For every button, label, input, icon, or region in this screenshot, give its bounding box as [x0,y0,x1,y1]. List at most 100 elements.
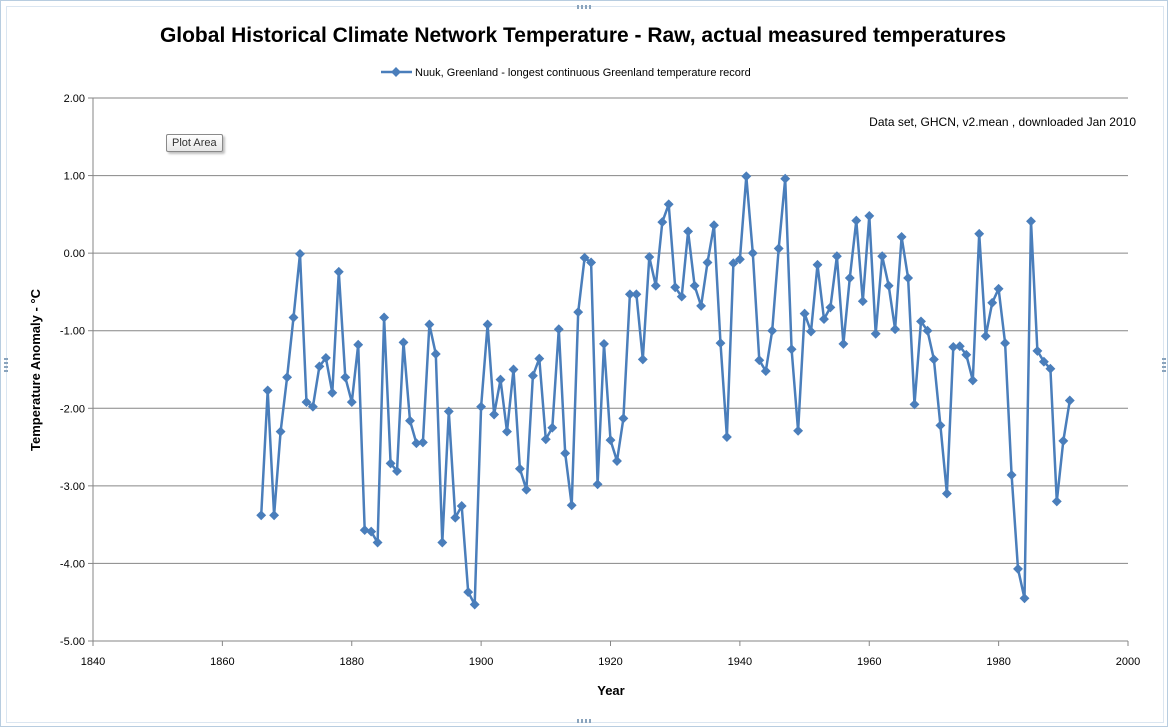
data-point-1991[interactable] [1064,395,1075,406]
data-point-1889[interactable] [405,415,415,426]
data-point-1877[interactable] [327,387,338,398]
data-point-1977[interactable] [974,228,985,239]
data-point-1930[interactable] [670,282,681,293]
data-point-1882[interactable] [359,525,370,536]
data-point-1917[interactable] [586,257,597,268]
data-point-1872[interactable] [295,248,305,259]
data-point-1944[interactable] [760,366,771,377]
data-point-1959[interactable] [857,296,868,307]
data-point-1946[interactable] [773,243,784,254]
data-point-1925[interactable] [637,354,648,365]
data-point-1943[interactable] [754,355,765,366]
data-point-1908[interactable] [527,370,538,381]
data-point-1899[interactable] [469,599,480,610]
data-point-1987[interactable] [1038,356,1049,367]
data-point-1926[interactable] [644,252,655,262]
data-point-1929[interactable] [663,199,674,210]
data-point-1938[interactable] [721,432,732,442]
data-point-1961[interactable] [870,328,881,339]
data-point-1904[interactable] [502,426,512,437]
data-point-1931[interactable] [676,291,687,302]
data-point-1888[interactable] [398,337,409,348]
data-point-1940[interactable] [734,254,745,265]
data-point-1970[interactable] [928,354,939,365]
data-point-1968[interactable] [916,316,926,327]
data-point-1953[interactable] [819,314,829,325]
data-point-1964[interactable] [890,324,901,335]
data-point-1986[interactable] [1032,345,1043,356]
data-point-1911[interactable] [547,422,558,433]
data-point-1974[interactable] [954,341,965,352]
data-point-1933[interactable] [689,280,700,291]
data-point-1906[interactable] [514,463,525,474]
data-point-1879[interactable] [340,372,351,383]
data-point-1972[interactable] [941,488,952,499]
data-point-1871[interactable] [288,312,299,323]
data-point-1884[interactable] [372,537,383,548]
data-point-1979[interactable] [987,297,998,308]
data-point-1897[interactable] [456,501,467,511]
data-point-1945[interactable] [767,325,778,336]
data-point-1988[interactable] [1045,363,1056,374]
data-point-1947[interactable] [780,173,791,184]
data-point-1981[interactable] [1000,338,1011,349]
data-point-1983[interactable] [1013,563,1023,574]
data-point-1958[interactable] [851,215,862,226]
data-point-1975[interactable] [961,349,972,360]
data-point-1905[interactable] [508,364,519,375]
data-point-1892[interactable] [424,319,435,330]
data-point-1893[interactable] [430,349,441,359]
data-point-1876[interactable] [320,352,331,363]
bottom-resize-handle[interactable] [577,719,593,723]
data-point-1907[interactable] [521,484,532,495]
data-point-1894[interactable] [437,537,448,548]
data-point-1937[interactable] [715,338,726,349]
data-point-1951[interactable] [806,326,816,337]
data-point-1909[interactable] [534,353,545,364]
data-point-1966[interactable] [903,273,914,283]
data-point-1927[interactable] [650,280,661,291]
data-point-1984[interactable] [1019,593,1030,604]
data-point-1883[interactable] [366,526,377,537]
data-point-1874[interactable] [307,401,318,412]
data-point-1881[interactable] [353,339,364,350]
data-point-1922[interactable] [618,413,629,424]
data-point-1954[interactable] [825,302,836,313]
data-point-1869[interactable] [275,426,286,437]
data-point-1948[interactable] [786,344,797,355]
data-point-1913[interactable] [560,448,571,459]
data-point-1900[interactable] [476,401,487,412]
data-point-1963[interactable] [883,280,894,291]
data-point-1967[interactable] [909,399,920,410]
data-point-1890[interactable] [411,438,422,449]
data-point-1978[interactable] [980,331,991,342]
data-point-1939[interactable] [728,258,739,269]
data-point-1896[interactable] [450,512,461,523]
data-point-1973[interactable] [948,342,959,352]
data-point-1895[interactable] [443,406,454,417]
data-point-1912[interactable] [553,324,564,335]
data-point-1932[interactable] [683,226,694,237]
data-point-1928[interactable] [657,217,668,228]
data-point-1868[interactable] [269,510,280,521]
data-point-1976[interactable] [967,375,978,386]
data-point-1903[interactable] [495,374,506,385]
data-point-1870[interactable] [282,372,293,383]
data-point-1989[interactable] [1051,496,1062,507]
data-point-1960[interactable] [864,210,875,221]
data-point-1873[interactable] [301,397,312,408]
data-point-1866[interactable] [256,510,267,521]
data-point-1969[interactable] [922,325,933,336]
data-point-1901[interactable] [482,319,493,330]
data-point-1957[interactable] [844,273,855,283]
data-point-1919[interactable] [599,338,609,349]
data-point-1918[interactable] [592,479,603,490]
data-point-1934[interactable] [696,300,707,311]
data-point-1980[interactable] [993,283,1004,294]
top-resize-handle[interactable] [577,5,593,9]
data-point-1990[interactable] [1058,435,1069,446]
data-point-1902[interactable] [489,409,500,420]
data-point-1867[interactable] [262,385,273,396]
data-point-1971[interactable] [935,420,946,431]
